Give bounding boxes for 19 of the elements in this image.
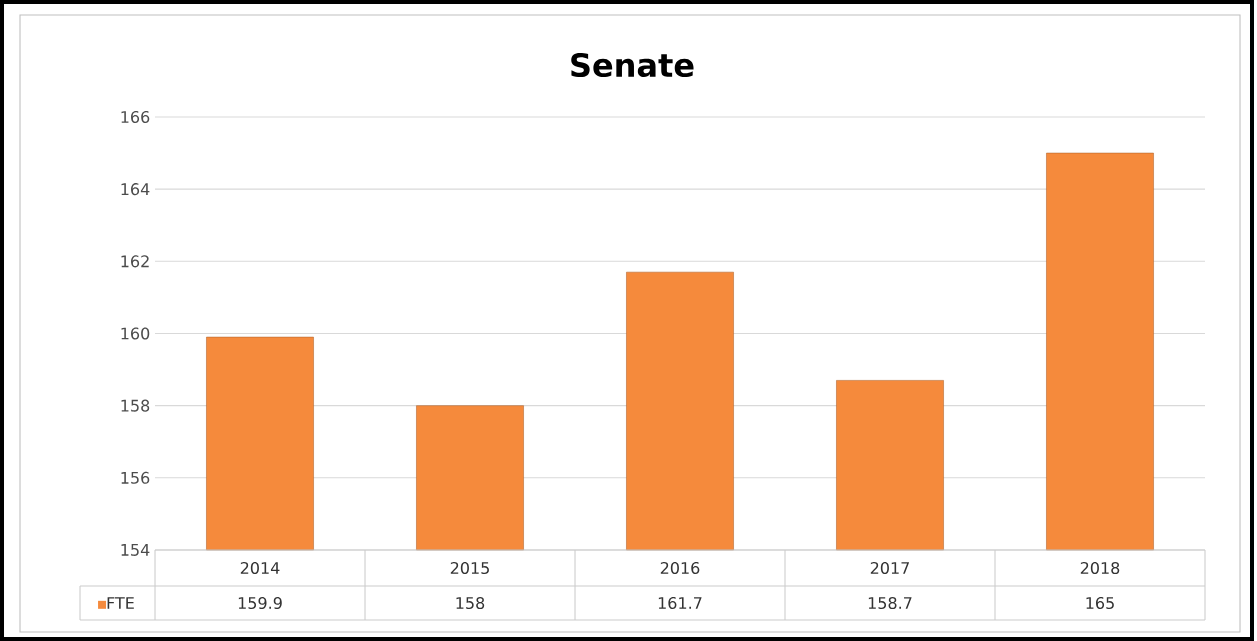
x-tick-label: 2014 bbox=[240, 561, 280, 575]
x-tick-label: 2016 bbox=[660, 561, 700, 575]
y-tick-label: 154 bbox=[121, 544, 150, 556]
y-tick-label: 160 bbox=[121, 327, 150, 340]
y-tick-label: 166 bbox=[121, 110, 150, 124]
chart-title: Senate bbox=[571, 52, 694, 78]
data-label: 158.7 bbox=[868, 596, 912, 610]
data-label: 158 bbox=[456, 596, 485, 610]
y-tick-label: 162 bbox=[121, 255, 149, 268]
x-tick-label: 2017 bbox=[870, 561, 909, 575]
data-label: 165 bbox=[1086, 596, 1114, 610]
data-label: 159.9 bbox=[238, 596, 282, 610]
y-tick-label: 158 bbox=[121, 399, 150, 412]
x-tick-label: 2018 bbox=[1080, 561, 1120, 575]
x-tick-label: 2015 bbox=[450, 561, 489, 575]
y-tick-label: 164 bbox=[121, 183, 150, 196]
legend-label: FTE bbox=[107, 597, 134, 609]
data-label: 161.7 bbox=[658, 596, 702, 610]
y-tick-label: 156 bbox=[121, 471, 150, 484]
